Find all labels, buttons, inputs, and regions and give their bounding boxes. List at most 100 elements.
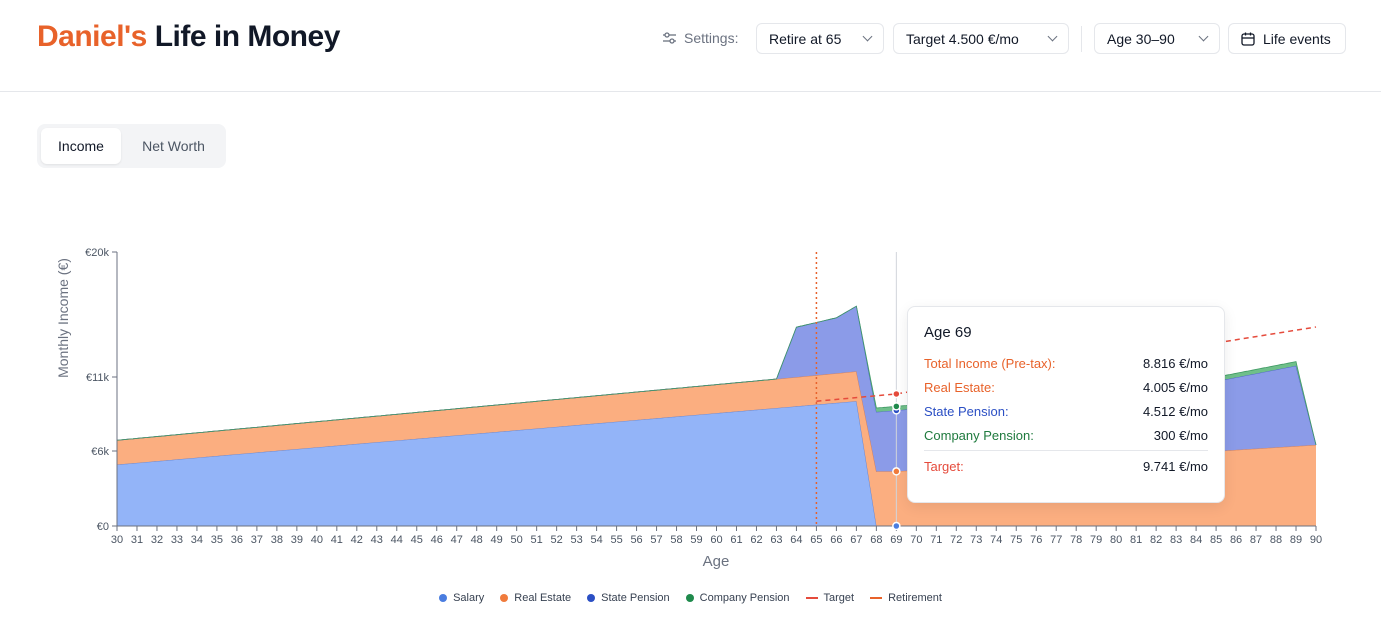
x-tick-label: 64	[790, 534, 802, 546]
tooltip-row-value: 300 €/mo	[1153, 427, 1208, 443]
x-tick-label: 81	[1130, 534, 1142, 546]
x-tick-label: 44	[391, 534, 403, 546]
x-tick-label: 61	[730, 534, 742, 546]
calendar-icon	[1241, 32, 1255, 46]
x-tick-label: 31	[131, 534, 143, 546]
page-title: Daniel's Life in Money	[37, 20, 340, 54]
target-select[interactable]: Target 4.500 €/mo	[893, 23, 1069, 54]
legend-label: Target	[823, 592, 855, 604]
x-tick-label: 36	[231, 534, 243, 546]
app-header: Daniel's Life in Money Settings: Retire …	[0, 0, 1381, 92]
x-tick-label: 40	[311, 534, 323, 546]
x-tick-label: 41	[331, 534, 343, 546]
x-tick-label: 72	[950, 534, 962, 546]
x-tick-label: 76	[1030, 534, 1042, 546]
life-events-button[interactable]: Life events	[1228, 23, 1346, 54]
x-tick-label: 58	[670, 534, 682, 546]
tooltip-title: Age 69	[924, 324, 972, 341]
x-tick-label: 57	[650, 534, 662, 546]
x-tick-label: 51	[531, 534, 543, 546]
x-tick-label: 48	[471, 534, 483, 546]
legend-dot-icon	[685, 594, 694, 602]
x-tick-label: 35	[211, 534, 223, 546]
x-tick-label: 79	[1090, 534, 1102, 546]
x-tick-label: 30	[111, 534, 123, 546]
y-tick-label: €20k	[85, 247, 109, 259]
x-tick-label: 45	[411, 534, 423, 546]
legend-item[interactable]: Target	[805, 592, 855, 604]
life-events-label: Life events	[1263, 30, 1331, 47]
settings-label: Settings:	[662, 30, 738, 46]
x-tick-label: 52	[551, 534, 563, 546]
x-tick-label: 83	[1170, 534, 1182, 546]
x-tick-label: 63	[770, 534, 782, 546]
x-tick-label: 55	[610, 534, 622, 546]
x-tick-label: 80	[1110, 534, 1122, 546]
x-tick-label: 68	[870, 534, 882, 546]
x-tick-label: 86	[1230, 534, 1242, 546]
legend-item[interactable]: Salary	[439, 592, 484, 604]
legend-dot-icon	[587, 594, 596, 602]
title-name: Daniel's	[37, 20, 147, 53]
legend-item[interactable]: State Pension	[587, 592, 670, 604]
x-tick-label: 66	[830, 534, 842, 546]
tooltip-target-label: Target:	[924, 458, 964, 474]
age-range-select[interactable]: Age 30–90	[1094, 23, 1220, 54]
settings-text: Settings:	[684, 30, 739, 46]
sliders-icon	[663, 32, 676, 44]
legend-item[interactable]: Company Pension	[685, 592, 790, 604]
x-axis-label: Age	[703, 553, 730, 570]
x-tick-label: 59	[690, 534, 702, 546]
x-tick-label: 43	[371, 534, 383, 546]
x-tick-label: 46	[431, 534, 443, 546]
legend-label: Retirement	[888, 592, 942, 604]
legend-item[interactable]: Real Estate	[500, 592, 571, 604]
legend-label: Real Estate	[514, 592, 572, 604]
x-tick-label: 56	[630, 534, 642, 546]
x-tick-label: 37	[251, 534, 263, 546]
tab-income[interactable]: Income	[41, 128, 121, 164]
tooltip-row-value: 4.512 €/mo	[1142, 403, 1208, 419]
x-tick-label: 32	[151, 534, 163, 546]
x-tick-label: 38	[271, 534, 283, 546]
x-tick-label: 49	[491, 534, 503, 546]
retire-age-select[interactable]: Retire at 65	[756, 23, 884, 54]
y-tick-label: €11k	[86, 372, 110, 384]
tooltip-row-label: Company Pension:	[924, 427, 1034, 443]
tooltip-row: Total Income (Pre-tax): 8.816 €/mo	[924, 351, 1208, 375]
x-tick-label: 33	[171, 534, 183, 546]
x-tick-label: 89	[1290, 534, 1302, 546]
title-rest: Life in Money	[154, 20, 341, 53]
tooltip-row-label: State Pension:	[924, 403, 1009, 419]
x-tick-label: 82	[1150, 534, 1162, 546]
hover-point	[892, 521, 901, 531]
x-tick-label: 90	[1310, 534, 1322, 546]
x-tick-label: 34	[191, 534, 203, 546]
x-tick-label: 67	[850, 534, 862, 546]
x-tick-label: 42	[351, 534, 363, 546]
age-range-label: Age 30–90	[1107, 30, 1175, 47]
legend-label: Salary	[453, 592, 485, 604]
x-tick-label: 70	[910, 534, 922, 546]
x-tick-label: 88	[1270, 534, 1282, 546]
tooltip-target-row: Target: 9.741 €/mo	[924, 454, 1208, 478]
y-axis-label: Monthly Income (€)	[55, 258, 71, 378]
tooltip-row: State Pension: 4.512 €/mo	[924, 399, 1208, 423]
tooltip-row-value: 8.816 €/mo	[1142, 355, 1208, 371]
tooltip-row: Company Pension: 300 €/mo	[924, 423, 1208, 447]
view-toggle: Income Net Worth	[37, 124, 226, 168]
x-tick-label: 84	[1190, 534, 1202, 546]
y-tick-label: €0	[97, 521, 109, 533]
legend-dot-icon	[500, 594, 509, 602]
tab-net-worth[interactable]: Net Worth	[142, 138, 205, 154]
x-tick-label: 73	[970, 534, 982, 546]
legend-item[interactable]: Retirement	[870, 592, 942, 604]
x-tick-label: 65	[810, 534, 822, 546]
x-tick-label: 47	[451, 534, 463, 546]
x-tick-label: 53	[570, 534, 582, 546]
hover-point	[892, 402, 901, 411]
target-label: Target 4.500 €/mo	[906, 30, 1019, 47]
x-tick-label: 77	[1050, 534, 1062, 546]
x-tick-label: 60	[710, 534, 722, 546]
x-tick-label: 54	[590, 534, 602, 546]
